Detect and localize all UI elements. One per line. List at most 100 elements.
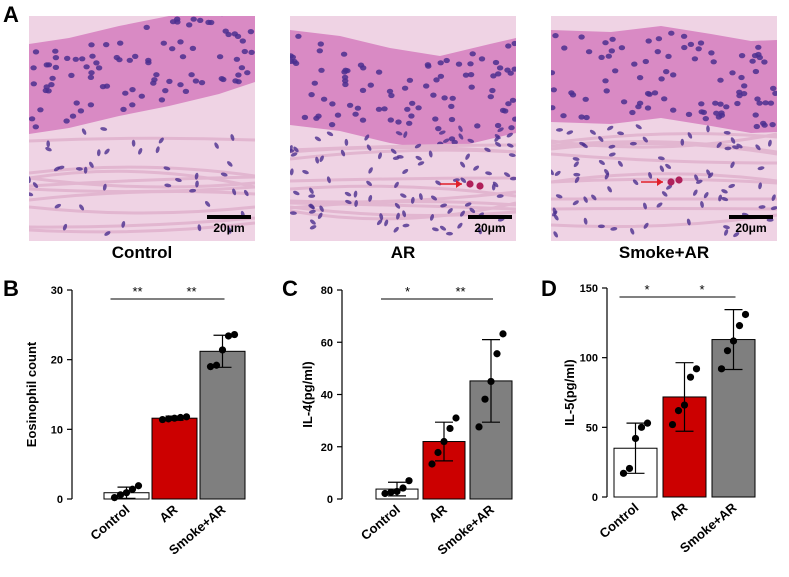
nucleus bbox=[77, 108, 85, 114]
stromal-nucleus bbox=[766, 218, 774, 222]
nucleus bbox=[143, 24, 150, 30]
nucleus bbox=[354, 105, 362, 111]
stromal-nucleus bbox=[551, 169, 554, 176]
nucleus bbox=[437, 73, 445, 79]
stromal-nucleus bbox=[75, 167, 83, 171]
nucleus bbox=[43, 62, 50, 68]
data-point bbox=[399, 484, 407, 492]
stromal-nucleus bbox=[442, 138, 450, 143]
nucleus bbox=[52, 48, 59, 54]
nucleus bbox=[129, 102, 136, 108]
stromal-nucleus bbox=[591, 194, 597, 201]
nucleus bbox=[179, 54, 187, 60]
stromal-nucleus bbox=[309, 187, 314, 194]
nucleus bbox=[244, 70, 251, 76]
nucleus bbox=[292, 60, 300, 66]
nucleus bbox=[502, 108, 509, 114]
nucleus bbox=[629, 109, 636, 116]
stromal-nucleus bbox=[716, 142, 722, 148]
nucleus bbox=[697, 40, 705, 46]
stromal-nucleus bbox=[771, 194, 776, 202]
stromal-nucleus bbox=[509, 176, 516, 181]
nucleus bbox=[487, 94, 494, 100]
stromal-nucleus bbox=[220, 172, 228, 177]
nucleus bbox=[95, 65, 103, 71]
data-point bbox=[182, 413, 191, 421]
nucleus bbox=[340, 51, 348, 57]
stromal-nucleus bbox=[583, 196, 588, 203]
stromal-nucleus bbox=[583, 217, 588, 225]
nucleus bbox=[762, 100, 769, 106]
panel-letter-d: D bbox=[541, 276, 557, 301]
scale-bar bbox=[207, 215, 251, 219]
stromal-nucleus bbox=[724, 229, 729, 236]
data-point bbox=[393, 487, 401, 496]
stromal-nucleus bbox=[379, 213, 384, 221]
nucleus bbox=[710, 59, 717, 65]
stromal-nucleus bbox=[317, 212, 323, 219]
stromal-nucleus bbox=[326, 131, 334, 137]
stromal-nucleus bbox=[492, 181, 499, 188]
nucleus bbox=[751, 53, 759, 59]
nucleus bbox=[717, 77, 724, 83]
nucleus bbox=[474, 123, 481, 129]
stromal-nucleus bbox=[175, 177, 182, 183]
stromal-nucleus bbox=[428, 150, 433, 158]
nucleus bbox=[618, 45, 626, 51]
stromal-nucleus bbox=[155, 146, 160, 154]
nucleus bbox=[738, 53, 746, 59]
nucleus bbox=[177, 39, 184, 45]
nucleus bbox=[752, 68, 760, 75]
nucleus bbox=[72, 56, 79, 62]
nucleus bbox=[359, 87, 367, 93]
nucleus bbox=[469, 51, 476, 57]
nucleus bbox=[455, 61, 463, 67]
significance-label: ** bbox=[455, 284, 465, 299]
stromal-nucleus bbox=[573, 161, 579, 168]
stromal-nucleus bbox=[589, 129, 596, 135]
stromal-nucleus bbox=[730, 137, 736, 144]
nucleus bbox=[320, 96, 328, 102]
nucleus bbox=[578, 34, 585, 40]
stromal-nucleus bbox=[465, 153, 470, 160]
nucleus bbox=[318, 67, 325, 73]
stromal-nucleus bbox=[230, 134, 235, 141]
scale-bar bbox=[729, 215, 773, 219]
nucleus bbox=[328, 122, 336, 128]
nucleus bbox=[552, 33, 559, 39]
nucleus bbox=[88, 70, 95, 76]
nucleus bbox=[52, 64, 60, 70]
stromal-nucleus bbox=[728, 183, 736, 189]
nucleus bbox=[729, 70, 736, 76]
stromal-nucleus bbox=[378, 152, 382, 160]
nucleus bbox=[734, 100, 741, 107]
stromal-nucleus bbox=[757, 166, 765, 171]
data-point bbox=[446, 424, 454, 433]
stroma-fiber bbox=[29, 136, 255, 143]
caption-control: Control bbox=[111, 243, 173, 262]
nucleus bbox=[551, 87, 557, 93]
stromal-nucleus bbox=[227, 161, 233, 167]
stromal-nucleus bbox=[556, 128, 563, 132]
data-point bbox=[668, 420, 677, 429]
stromal-nucleus bbox=[666, 184, 673, 190]
nucleus bbox=[430, 92, 437, 98]
nucleus bbox=[752, 112, 759, 118]
nucleus bbox=[467, 61, 474, 67]
data-point bbox=[625, 464, 634, 473]
stromal-nucleus bbox=[194, 172, 199, 180]
significance-label: * bbox=[699, 282, 704, 297]
stromal-nucleus bbox=[364, 134, 370, 141]
nucleus bbox=[295, 33, 302, 39]
nucleus bbox=[668, 30, 675, 36]
nucleus bbox=[767, 100, 775, 106]
stromal-nucleus bbox=[503, 172, 511, 178]
nucleus bbox=[30, 65, 37, 71]
data-point bbox=[729, 337, 738, 345]
stromal-nucleus bbox=[32, 182, 39, 189]
stromal-nucleus bbox=[319, 205, 324, 212]
stromal-nucleus bbox=[491, 183, 496, 191]
stromal-nucleus bbox=[555, 194, 563, 199]
data-point bbox=[692, 365, 701, 373]
stromal-nucleus bbox=[473, 165, 480, 171]
